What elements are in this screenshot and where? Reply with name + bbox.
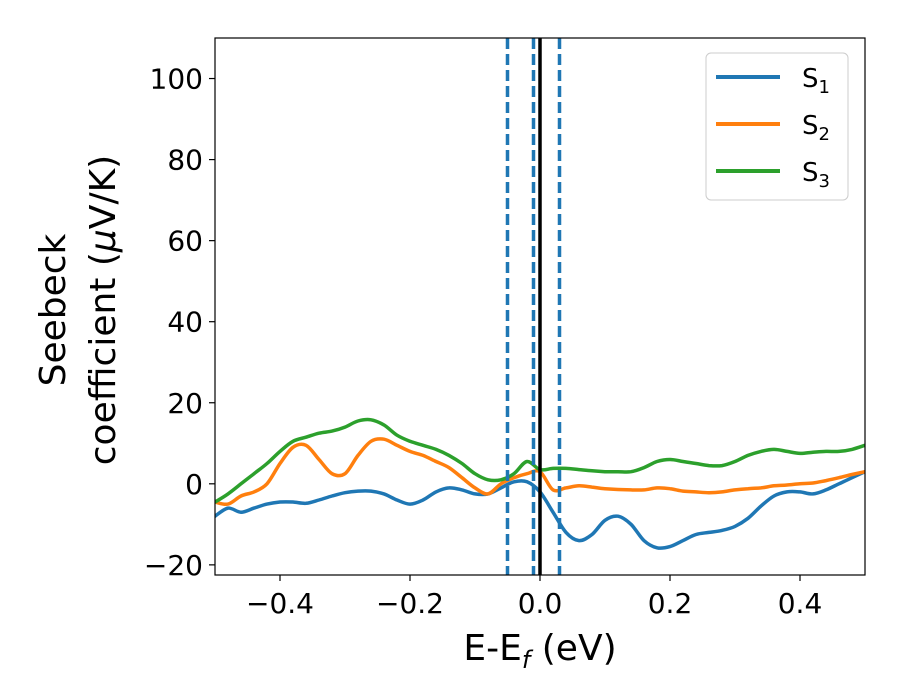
legend: S1 S2 S3 bbox=[705, 52, 849, 201]
y-axis: −20 0 20 40 60 80 100 bbox=[144, 63, 215, 582]
x-tick-label: 0.2 bbox=[648, 587, 693, 620]
y-axis-label-post: V/K) bbox=[83, 155, 124, 229]
x-tick-label: 0.0 bbox=[518, 587, 563, 620]
x-tick-label: −0.4 bbox=[246, 587, 314, 620]
x-tick-label: 0.4 bbox=[778, 587, 823, 620]
y-axis-label-line1: Seebeck bbox=[33, 233, 74, 386]
legend-label-s1: S1 bbox=[802, 64, 830, 98]
legend-box bbox=[705, 52, 849, 201]
y-tick-label: 80 bbox=[167, 144, 203, 177]
y-tick-label: 0 bbox=[185, 468, 203, 501]
legend-label-s3: S3 bbox=[802, 158, 830, 192]
x-tick-label: −0.2 bbox=[376, 587, 444, 620]
legend-label-s2: S2 bbox=[802, 111, 830, 145]
x-axis: −0.4 −0.2 0.0 0.2 0.4 bbox=[246, 575, 822, 620]
y-axis-label: Seebeck coefficient (μV/K) bbox=[33, 155, 124, 465]
vline-layer bbox=[505, 38, 562, 575]
y-tick-label: 100 bbox=[150, 63, 203, 96]
y-axis-label-line2: coefficient (μV/K) bbox=[83, 155, 124, 465]
x-axis-label-main: E-E bbox=[463, 628, 521, 669]
x-axis-label-unit: (eV) bbox=[530, 628, 616, 669]
y-tick-label: −20 bbox=[144, 549, 203, 582]
y-axis-label-mu: μ bbox=[83, 229, 124, 253]
y-axis-label-pre: coefficient ( bbox=[83, 252, 124, 465]
y-tick-label: 40 bbox=[167, 306, 203, 339]
y-tick-label: 60 bbox=[167, 225, 203, 258]
x-axis-label: E-Ef (eV) bbox=[463, 628, 616, 674]
y-tick-label: 20 bbox=[167, 387, 203, 420]
